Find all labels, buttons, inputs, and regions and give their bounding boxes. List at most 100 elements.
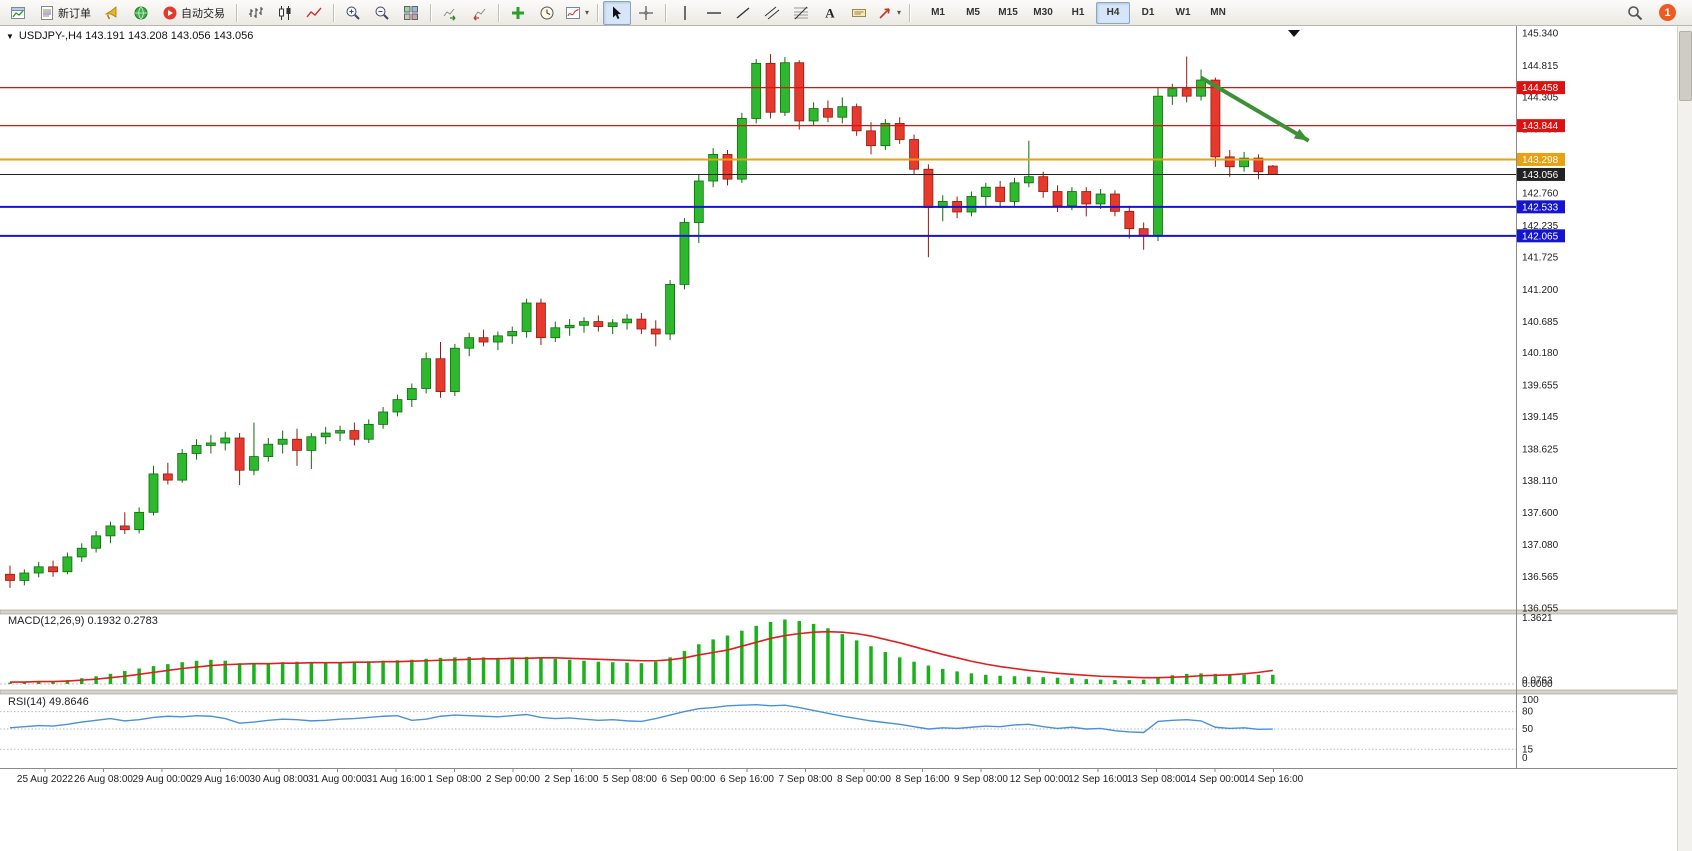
candle: [880, 123, 891, 147]
channel-button[interactable]: [758, 1, 786, 25]
cursor-button[interactable]: [603, 0, 632, 25]
candle: [1210, 79, 1221, 158]
text-label-button[interactable]: [845, 1, 873, 25]
candle: [148, 473, 159, 513]
chart-shift-icon: [473, 8, 486, 21]
auto-trading-button[interactable]: 自动交易: [156, 1, 231, 25]
text-button[interactable]: A: [816, 1, 844, 25]
rsi-axis-label: 50: [1522, 724, 1534, 735]
time-axis-label: 31 Aug 16:00: [367, 774, 426, 785]
candle: [48, 566, 58, 573]
indicators-button[interactable]: ▾: [562, 1, 592, 25]
macd-axis-label: 0.0000: [1522, 679, 1553, 690]
candle: [177, 453, 188, 481]
vertical-scrollbar[interactable]: [1677, 26, 1692, 851]
vertical-line-button[interactable]: [671, 1, 699, 25]
period-button[interactable]: [533, 1, 561, 25]
timeframe-mn-button[interactable]: MN: [1210, 7, 1226, 18]
toolbar: 新订单 自动交易 ▾ A ▾ M1 M5 M15 M30 H1 H4 D1 W1 MN 1: [0, 0, 1692, 26]
candle: [421, 358, 432, 389]
trendline-icon: [736, 6, 750, 19]
panel-separator[interactable]: [0, 689, 1692, 695]
trend-arrow[interactable]: [1200, 75, 1310, 143]
toolbar-separator: [236, 3, 237, 22]
timeframe-h4-button[interactable]: H4: [1096, 1, 1131, 24]
rsi-axis-label: 80: [1522, 707, 1534, 718]
new-order-button[interactable]: 新订单: [33, 1, 97, 25]
fibonacci-button[interactable]: [787, 1, 815, 25]
candle: [1081, 191, 1092, 205]
notification-badge[interactable]: 1: [1659, 4, 1676, 21]
shapes-icon: [879, 7, 890, 19]
horizontal-line-icon: [707, 11, 722, 14]
candle: [205, 442, 216, 446]
candle: [550, 327, 561, 339]
candle: [507, 331, 518, 337]
timeframe-d1-button[interactable]: D1: [1141, 7, 1155, 18]
candle: [76, 547, 87, 558]
dropdown-arrow-icon: ▾: [585, 8, 590, 17]
zoom-out-button[interactable]: [368, 1, 396, 25]
candle: [693, 180, 704, 223]
candle: [966, 196, 977, 213]
alerts-button[interactable]: [98, 1, 126, 25]
new-window-button[interactable]: [504, 1, 532, 25]
candlestick-chart-button[interactable]: [271, 1, 299, 25]
new-order-button-label: 新订单: [58, 7, 91, 20]
search-button[interactable]: [1621, 1, 1649, 25]
candle: [1253, 157, 1264, 173]
window-plus-icon: [512, 6, 524, 19]
time-axis-label: 29 Aug 00:00: [133, 774, 192, 785]
candle: [435, 358, 446, 392]
price-axis-tick: 142.760: [1522, 188, 1559, 199]
timeframe-w1-button[interactable]: W1: [1175, 7, 1191, 18]
price-axis-tick: 137.080: [1522, 540, 1559, 551]
price-axis-tick: 140.685: [1522, 317, 1559, 328]
candle: [263, 443, 274, 457]
trendline-button[interactable]: [729, 1, 757, 25]
toolbar-buttons: 新订单 自动交易 ▾ A ▾: [4, 0, 914, 25]
tile-windows-button[interactable]: [397, 1, 425, 25]
candle: [636, 318, 647, 330]
line-chart-button[interactable]: [300, 1, 328, 25]
timeframe-h1-button[interactable]: H1: [1071, 7, 1085, 18]
collapse-triangle-icon[interactable]: ▼: [6, 31, 14, 41]
community-button[interactable]: [127, 1, 155, 25]
chart-area[interactable]: 145.340144.815144.305143.790143.280142.7…: [0, 26, 1692, 851]
bar-chart-button[interactable]: [242, 1, 270, 25]
price-tag-label: 144.458: [1522, 83, 1559, 94]
chart-shift-marker-icon[interactable]: [1288, 30, 1300, 37]
timeframe-m5-button[interactable]: M5: [966, 7, 980, 18]
vertical-line-icon: [684, 5, 686, 20]
time-axis-label: 5 Sep 08:00: [603, 774, 657, 785]
time-axis-label: 2 Sep 00:00: [486, 774, 540, 785]
price-tag-label: 143.056: [1522, 170, 1559, 181]
candle: [593, 321, 604, 327]
timeframe-m15-button[interactable]: M15: [998, 7, 1018, 18]
scrollbar-thumb[interactable]: [1679, 31, 1692, 101]
auto-scroll-button[interactable]: [436, 1, 464, 25]
timeframe-m30-button[interactable]: M30: [1033, 7, 1053, 18]
price-axis-tick: 141.200: [1522, 285, 1559, 296]
price-axis-tick: 136.565: [1522, 572, 1559, 583]
time-axis-label: 6 Sep 00:00: [662, 774, 716, 785]
zoom-in-button[interactable]: [339, 1, 367, 25]
timeframe-m1-button[interactable]: M1: [931, 7, 945, 18]
crosshair-button[interactable]: [632, 1, 660, 25]
price-axis-tick: 139.655: [1522, 381, 1559, 392]
candle: [91, 535, 101, 549]
chart-title: ▼ USDJPY-,H4 143.191 143.208 143.056 143…: [6, 30, 253, 42]
toolbar-separator: [909, 3, 911, 22]
horizontal-line-button[interactable]: [700, 1, 728, 25]
macd-axis-label: 1.3621: [1522, 613, 1553, 624]
time-axis-label: 1 Sep 08:00: [428, 774, 482, 785]
shapes-button[interactable]: ▾: [874, 1, 904, 25]
candle: [679, 222, 690, 285]
candle: [736, 118, 747, 180]
price-axis-tick: 142.235: [1522, 221, 1559, 232]
candle: [162, 473, 173, 481]
candle: [650, 328, 661, 335]
new-chart-button[interactable]: [4, 1, 32, 25]
panel-separator[interactable]: [0, 609, 1692, 615]
chart-shift-button[interactable]: [465, 1, 493, 25]
